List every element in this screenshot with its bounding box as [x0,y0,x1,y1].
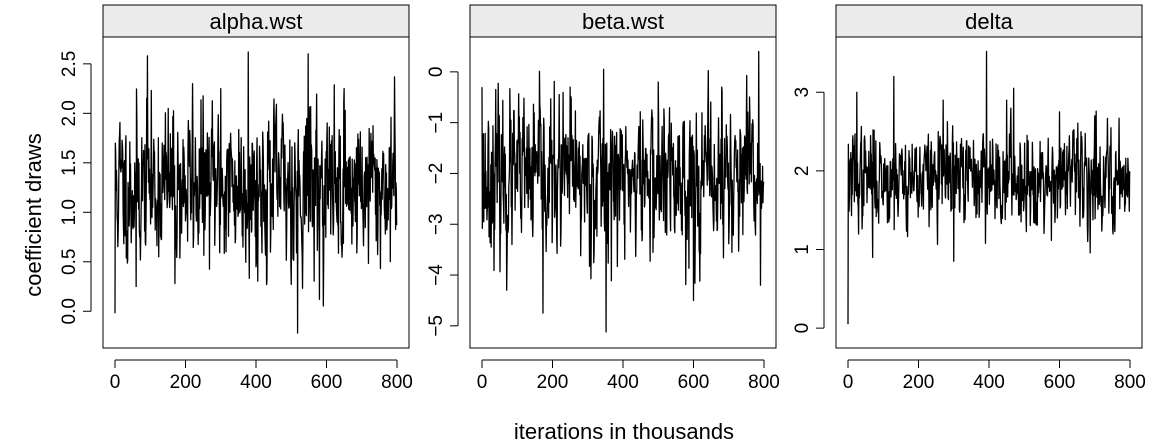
panel-1: alpha.wst 0 200 400 600 800 0.0 0.5 1.0 1.5 2.0 2.5 [59,4,413,393]
y-tick-label: −5 [426,315,447,337]
y-tick-label: 2.5 [59,51,80,77]
y-tick-label: 0.5 [59,249,80,275]
strip-header [102,4,410,38]
plot-frame [469,36,777,349]
y-tick-label: −4 [426,264,447,286]
x-tick-label: 600 [311,372,343,393]
plot-frame [835,36,1143,349]
panel-3: delta 0 200 400 600 800 0 1 2 3 [792,4,1146,393]
y-tick-label: 2.0 [59,100,80,126]
y-tick-label: 1.5 [59,150,80,176]
x-tick-label: 200 [537,372,569,393]
x-tick-label: 800 [381,372,413,393]
y-tick-label: 3 [792,87,813,98]
panel-title: alpha.wst [210,9,303,34]
y-tick-label: 2 [792,166,813,177]
x-tick-label: 400 [607,372,639,393]
plot-frame [102,36,410,349]
y-tick-label: 1 [792,244,813,255]
x-tick-label: 600 [1044,372,1076,393]
y-tick-label: 1.0 [59,199,80,225]
x-tick-label: 200 [903,372,935,393]
x-tick-label: 200 [170,372,202,393]
panel-2: beta.wst 0 200 400 600 800 −5 −4 −3 −2 −1 0 [426,4,780,393]
x-tick-label: 400 [973,372,1005,393]
x-tick-label: 0 [110,372,121,393]
trace-line [481,50,765,333]
panel-title: delta [965,9,1013,34]
y-tick-label: −1 [426,112,447,134]
y-tick-label: 0 [792,323,813,334]
trace-line [114,51,398,334]
x-tick-label: 800 [1114,372,1146,393]
x-tick-label: 600 [678,372,710,393]
x-tick-label: 800 [748,372,780,393]
y-tick-label: −3 [426,213,447,235]
x-axis-title: iterations in thousands [514,419,734,444]
y-axis-title: coefficient draws [21,133,46,296]
trace-line [847,50,1131,325]
x-tick-label: 400 [240,372,272,393]
x-tick-label: 0 [477,372,488,393]
strip-header [835,4,1143,38]
y-tick-label: 0 [426,67,447,78]
x-tick-label: 0 [843,372,854,393]
y-tick-label: −2 [426,163,447,185]
y-tick-label: 0.0 [59,298,80,324]
panel-title: beta.wst [582,9,664,34]
